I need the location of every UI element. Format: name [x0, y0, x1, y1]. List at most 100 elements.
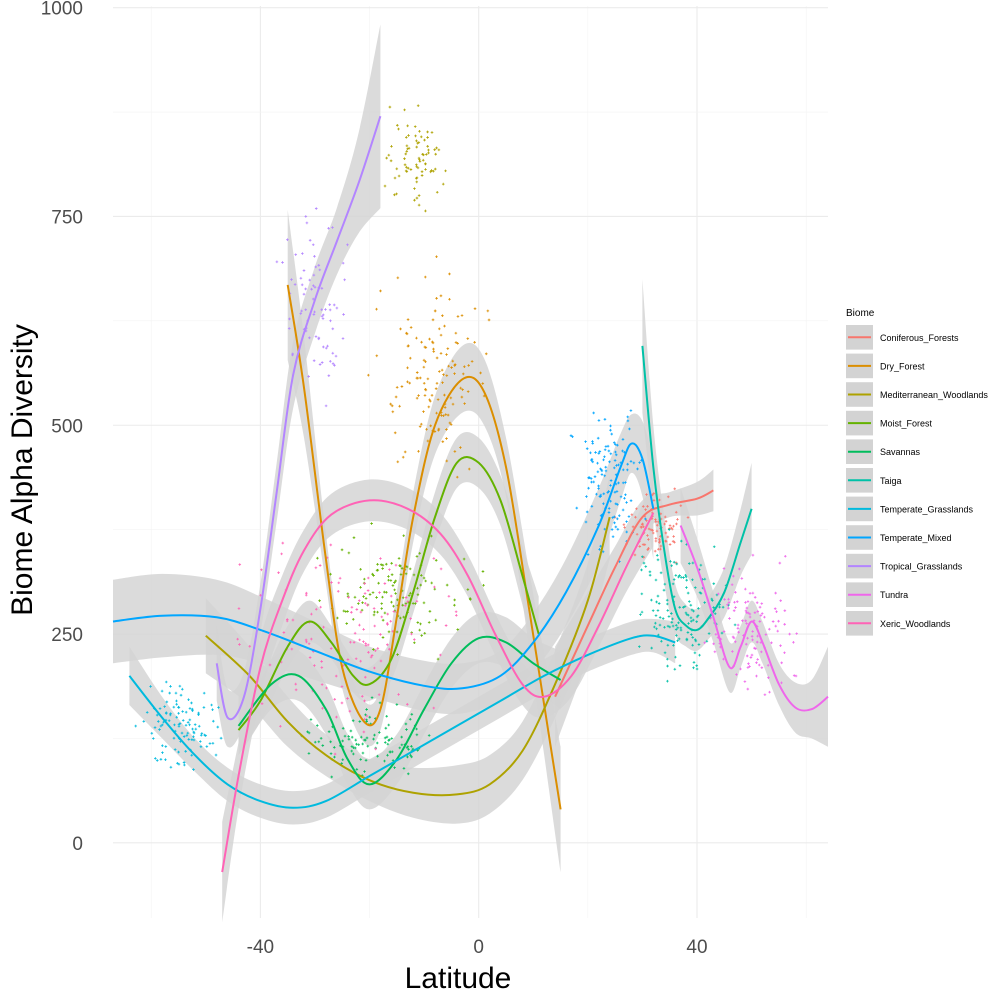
data-point-temperate-mixed	[612, 515, 616, 519]
data-point-temperate-mixed	[597, 452, 601, 455]
data-point-dry-forest	[435, 356, 439, 360]
data-point-taiga	[656, 609, 660, 612]
data-point-tropical-grasslands	[317, 337, 321, 341]
data-point-taiga	[698, 653, 701, 657]
data-point-moist-forest	[392, 604, 395, 608]
data-point-taiga	[658, 616, 662, 619]
data-point-savannas	[341, 727, 345, 730]
data-point-temperate-mixed	[613, 521, 616, 525]
data-point-temperate-grasslands	[208, 742, 212, 745]
data-point-taiga	[666, 602, 669, 606]
data-point-taiga	[663, 582, 667, 586]
data-point-savannas	[317, 740, 321, 744]
data-point-mediterranean-woodlands	[418, 129, 421, 133]
data-point-coniferous-forests	[654, 539, 658, 543]
data-point-temperate-mixed	[596, 436, 600, 440]
data-point-mediterranean-woodlands	[437, 148, 441, 152]
data-point-moist-forest	[383, 590, 386, 594]
data-point-taiga	[712, 606, 715, 609]
data-point-taiga	[661, 617, 665, 620]
data-point-tundra	[748, 612, 752, 616]
data-point-moist-forest	[362, 595, 365, 598]
data-point-mediterranean-woodlands	[441, 182, 445, 186]
legend-label-mediterranean-woodlands: Mediterranean_Woodlands	[880, 390, 988, 400]
data-point-xeric-woodlands	[455, 614, 458, 617]
data-point-tundra	[722, 657, 725, 661]
data-point-xeric-woodlands	[314, 607, 318, 611]
data-point-xeric-woodlands	[238, 563, 242, 566]
data-point-temperate-grasslands	[188, 723, 191, 727]
data-point-taiga	[718, 605, 721, 609]
data-point-moist-forest	[482, 583, 485, 587]
data-point-coniferous-forests	[653, 549, 657, 553]
data-point-xeric-woodlands	[350, 611, 353, 614]
data-point-temperate-mixed	[585, 495, 588, 498]
data-point-taiga	[690, 608, 694, 612]
data-point-moist-forest	[391, 584, 395, 587]
data-point-moist-forest	[359, 567, 362, 571]
data-point-dry-forest	[422, 358, 426, 362]
data-point-temperate-mixed	[607, 449, 611, 453]
data-point-xeric-woodlands	[377, 693, 381, 697]
data-point-temperate-mixed	[614, 453, 618, 457]
data-point-dry-forest	[424, 360, 427, 364]
data-point-temperate-mixed	[590, 480, 593, 484]
data-point-dry-forest	[440, 414, 443, 417]
data-point-savannas	[351, 719, 355, 722]
data-point-dry-forest	[461, 372, 465, 376]
data-point-tundra	[748, 615, 752, 619]
data-point-temperate-mixed	[606, 491, 610, 494]
data-point-mediterranean-woodlands	[416, 104, 420, 108]
data-point-tundra	[795, 632, 799, 635]
data-point-tundra	[733, 600, 736, 604]
data-point-tundra	[773, 607, 777, 610]
data-point-temperate-mixed	[606, 444, 610, 448]
data-point-xeric-woodlands	[334, 674, 338, 678]
data-point-xeric-woodlands	[350, 605, 354, 609]
data-point-temperate-mixed	[621, 438, 625, 441]
data-point-dry-forest	[445, 374, 449, 377]
data-point-taiga	[694, 639, 698, 643]
data-point-temperate-mixed	[592, 480, 596, 484]
data-point-moist-forest	[387, 630, 391, 634]
data-point-mediterranean-woodlands	[421, 152, 424, 156]
data-point-coniferous-forests	[642, 525, 645, 529]
data-point-dry-forest	[487, 318, 491, 322]
data-point-moist-forest	[373, 610, 376, 614]
data-point-xeric-woodlands	[268, 663, 272, 667]
data-point-mediterranean-woodlands	[415, 145, 419, 149]
data-point-temperate-grasslands	[192, 735, 195, 739]
data-point-xeric-woodlands	[365, 714, 369, 718]
data-point-tropical-grasslands	[299, 312, 303, 315]
data-point-temperate-mixed	[626, 415, 630, 419]
data-point-moist-forest	[357, 602, 360, 605]
data-point-taiga	[685, 586, 688, 589]
data-point-taiga	[654, 578, 658, 582]
data-point-temperate-grasslands	[164, 680, 168, 684]
data-point-temperate-mixed	[593, 475, 597, 479]
data-point-mediterranean-woodlands	[420, 174, 424, 177]
data-point-temperate-mixed	[636, 467, 639, 471]
data-point-temperate-grasslands	[210, 703, 213, 707]
data-point-xeric-woodlands	[376, 647, 380, 650]
data-point-tropical-grasslands	[293, 283, 297, 286]
data-point-xeric-woodlands	[320, 666, 324, 669]
data-point-temperate-mixed	[599, 467, 602, 471]
data-point-taiga	[687, 622, 690, 625]
data-point-savannas	[391, 759, 395, 762]
data-point-xeric-woodlands	[321, 706, 324, 710]
data-point-temperate-mixed	[597, 419, 601, 422]
data-point-dry-forest	[429, 424, 432, 428]
data-point-temperate-grasslands	[172, 705, 176, 709]
data-point-tundra	[783, 623, 786, 626]
data-point-tropical-grasslands	[335, 306, 339, 310]
data-point-xeric-woodlands	[310, 637, 313, 641]
data-point-xeric-woodlands	[359, 610, 363, 614]
data-point-mediterranean-woodlands	[406, 147, 409, 151]
data-point-savannas	[385, 714, 389, 718]
data-point-xeric-woodlands	[294, 688, 298, 692]
data-point-moist-forest	[387, 578, 390, 582]
x-tick-label: 0	[473, 937, 484, 958]
data-point-xeric-woodlands	[279, 724, 282, 728]
data-point-xeric-woodlands	[260, 702, 264, 706]
